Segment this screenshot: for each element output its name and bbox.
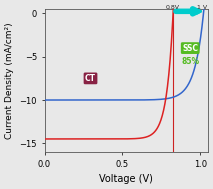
Text: 0.8V: 0.8V — [165, 5, 179, 10]
Text: CT: CT — [85, 74, 96, 83]
Y-axis label: Current Density (mA/cm²): Current Density (mA/cm²) — [5, 22, 14, 139]
X-axis label: Voltage (V): Voltage (V) — [99, 174, 153, 184]
Text: 1 V: 1 V — [197, 5, 207, 10]
Text: SSC: SSC — [182, 44, 198, 53]
Text: 85%: 85% — [181, 57, 199, 67]
